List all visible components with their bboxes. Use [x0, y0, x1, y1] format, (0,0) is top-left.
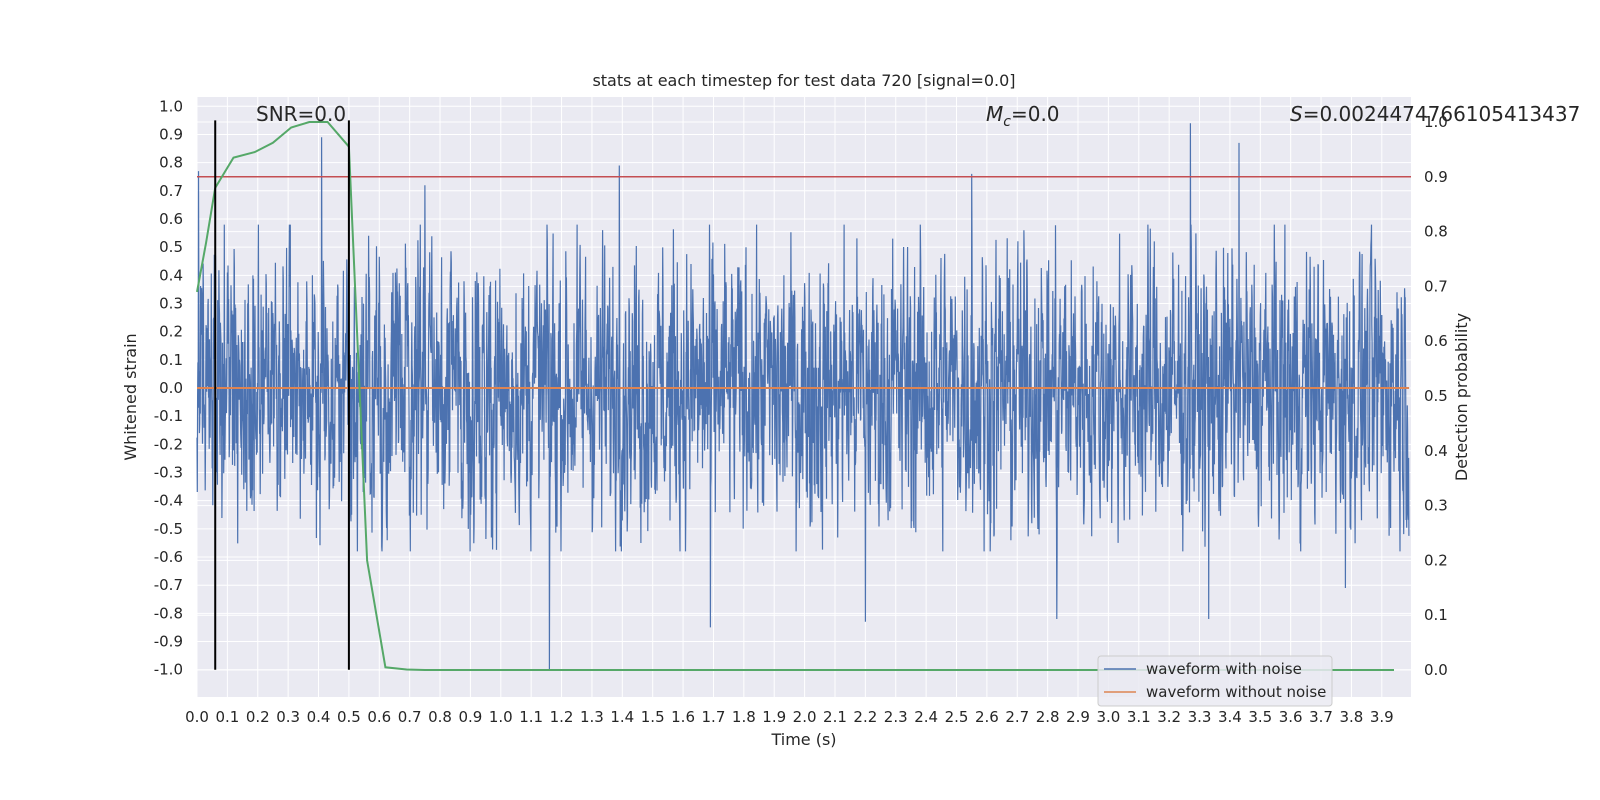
s-annotation: S=0.0024474766105413437 — [1290, 102, 1580, 126]
x-tick-label: 1.0 — [489, 708, 513, 726]
y-tick-labels: 1.0 0.9 0.8 0.7 0.6 0.5 0.4 0.3 0.2 0.1 0.0 -0.1 -0.… — [154, 97, 183, 678]
y-tick-label: 1.0 — [159, 97, 183, 115]
x-tick-label: 3.7 — [1309, 708, 1333, 726]
y2-tick-label: 0.2 — [1424, 551, 1448, 569]
x-tick-label: 1.2 — [550, 708, 574, 726]
y-tick-label: -0.4 — [154, 492, 183, 510]
y2-tick-label: 0.5 — [1424, 387, 1448, 405]
y2-tick-label: 0.6 — [1424, 332, 1448, 350]
x-tick-label: 0.5 — [337, 708, 361, 726]
snr-annotation: SNR=0.0 — [256, 102, 346, 126]
x-tick-label: 0.3 — [276, 708, 300, 726]
y-tick-label: -0.3 — [154, 464, 183, 482]
x-tick-label: 2.1 — [823, 708, 847, 726]
x-tick-label: 1.9 — [762, 708, 786, 726]
y2-tick-label: 0.0 — [1424, 661, 1448, 679]
x-tick-label: 1.7 — [702, 708, 726, 726]
y-tick-label: -0.1 — [154, 407, 183, 425]
legend: waveform with noise waveform without noi… — [1097, 655, 1333, 707]
x-tick-label: 3.3 — [1188, 708, 1212, 726]
series-waveform-with-noise — [196, 123, 1410, 670]
x-tick-label: 3.1 — [1127, 708, 1151, 726]
x-tick-label: 2.6 — [975, 708, 999, 726]
x-tick-label: 2.9 — [1066, 708, 1090, 726]
y-tick-label: -1.0 — [154, 661, 183, 679]
y-tick-label: -0.2 — [154, 435, 183, 453]
x-tick-label: 2.5 — [945, 708, 969, 726]
x-tick-label: 2.2 — [853, 708, 877, 726]
chart-title: stats at each timestep for test data 720… — [592, 71, 1015, 90]
y-tick-label: 0.3 — [159, 294, 183, 312]
chirp-mass-value: =0.0 — [1011, 102, 1060, 126]
x-tick-label: 3.6 — [1279, 708, 1303, 726]
y2-tick-label: 0.3 — [1424, 497, 1448, 515]
x-tick-label: 1.1 — [519, 708, 543, 726]
y2-tick-label: 0.9 — [1424, 168, 1448, 186]
x-tick-label: 1.6 — [671, 708, 695, 726]
y-tick-label: -0.9 — [154, 633, 183, 651]
series-detection-probability — [196, 121, 1394, 671]
x-tick-label: 3.2 — [1157, 708, 1181, 726]
y-tick-label: 0.4 — [159, 266, 183, 284]
x-tick-label: 0.7 — [398, 708, 422, 726]
legend-box — [1097, 655, 1333, 707]
x-tick-label: 0.1 — [215, 708, 239, 726]
y-tick-label: -0.8 — [154, 604, 183, 622]
series-layer — [196, 120, 1411, 671]
x-tick-label: 0.8 — [428, 708, 452, 726]
x-tick-label: 1.5 — [641, 708, 665, 726]
y-tick-label: -0.6 — [154, 548, 183, 566]
chirp-mass-annotation: Mc=0.0 — [986, 102, 1060, 130]
x-tick-label: 1.4 — [610, 708, 634, 726]
y-tick-label: 0.5 — [159, 238, 183, 256]
x-tick-label: 3.0 — [1096, 708, 1120, 726]
x-tick-label: 3.8 — [1340, 708, 1364, 726]
y-tick-label: 0.2 — [159, 323, 183, 341]
y-tick-label: -0.5 — [154, 520, 183, 538]
y-tick-label: 0.8 — [159, 154, 183, 172]
s-value: =0.0024474766105413437 — [1303, 102, 1581, 126]
y-axis-label: Whitened strain — [121, 333, 140, 460]
legend-label-noise: waveform with noise — [1146, 660, 1302, 678]
s-symbol: S — [1290, 102, 1303, 126]
x-tick-label: 0.4 — [307, 708, 331, 726]
y2-tick-label: 0.8 — [1424, 223, 1448, 241]
y2-axis-label: Detection probability — [1452, 313, 1471, 481]
x-tick-label: 3.5 — [1248, 708, 1272, 726]
chirp-mass-subscript: c — [1003, 114, 1011, 130]
y-tick-label: -0.7 — [154, 576, 183, 594]
legend-label-clean: waveform without noise — [1146, 683, 1326, 701]
y2-tick-label: 0.4 — [1424, 442, 1448, 460]
chirp-mass-symbol: M — [986, 102, 1003, 126]
y-tick-label: 0.0 — [159, 379, 183, 397]
x-tick-label: 2.7 — [1005, 708, 1029, 726]
x-tick-label: 1.8 — [732, 708, 756, 726]
x-tick-label: 2.4 — [914, 708, 938, 726]
x-tick-label: 2.3 — [884, 708, 908, 726]
y2-tick-label: 0.1 — [1424, 606, 1448, 624]
x-tick-label: 2.8 — [1036, 708, 1060, 726]
y-tick-label: 0.6 — [159, 210, 183, 228]
x-tick-label: 1.3 — [580, 708, 604, 726]
x-tick-label: 3.9 — [1370, 708, 1394, 726]
x-axis-label: Time (s) — [770, 730, 836, 749]
x-tick-label: 0.2 — [246, 708, 270, 726]
x-tick-label: 3.4 — [1218, 708, 1242, 726]
y-tick-label: 0.7 — [159, 182, 183, 200]
x-tick-label: 2.0 — [793, 708, 817, 726]
y2-tick-label: 1.0 — [1424, 113, 1448, 131]
x-tick-label: 0.0 — [185, 708, 209, 726]
y-tick-label: 0.9 — [159, 125, 183, 143]
y2-tick-label: 0.7 — [1424, 277, 1448, 295]
y-tick-label: 0.1 — [159, 351, 183, 369]
y2-tick-labels: 1.0 0.9 0.8 0.7 0.6 0.5 0.4 0.3 0.2 0.1 0.0 — [1424, 113, 1448, 679]
x-tick-labels: 0.0 0.1 0.2 0.3 0.4 0.5 0.6 0.7 0.8 0.9 1.0 1.1 1.2 1… — [185, 708, 1394, 726]
x-tick-label: 0.9 — [458, 708, 482, 726]
x-tick-label: 0.6 — [367, 708, 391, 726]
